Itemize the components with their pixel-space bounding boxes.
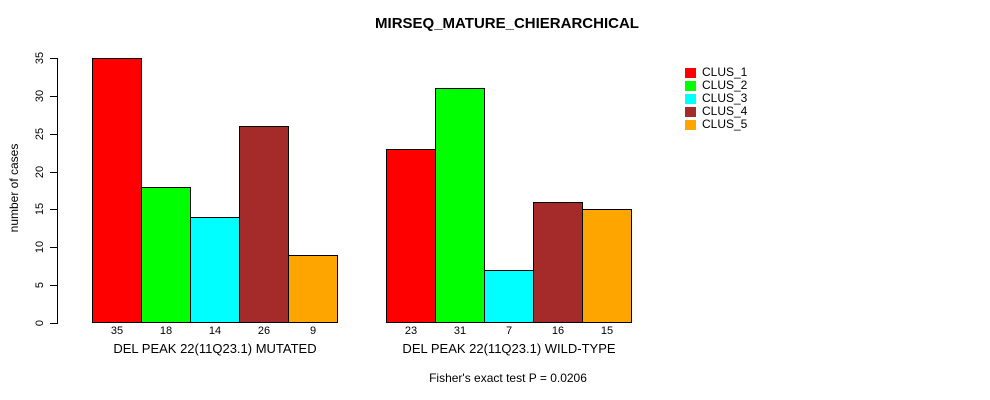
y-tick-mark — [50, 285, 58, 286]
bar-value-label: 9 — [309, 325, 317, 337]
legend: CLUS_1 CLUS_2 CLUS_3 CLUS_4 CLUS_5 — [685, 66, 747, 131]
bar-value-label: 35 — [110, 325, 124, 337]
fisher-test-annotation: Fisher's exact test P = 0.0206 — [429, 371, 587, 385]
bar-clus_2-group2 — [435, 88, 485, 323]
y-tick-label: 35 — [34, 51, 46, 65]
legend-item-clus_4: CLUS_4 — [685, 105, 747, 118]
legend-item-clus_2: CLUS_2 — [685, 79, 747, 92]
legend-color-swatch — [685, 80, 696, 91]
bar-value-label: 7 — [505, 325, 513, 337]
bar-clus_1-group1 — [92, 58, 142, 323]
y-tick-label: 15 — [34, 202, 46, 216]
legend-label: CLUS_4 — [702, 104, 748, 118]
y-tick-label: 25 — [34, 127, 46, 141]
y-tick-label: 30 — [34, 89, 46, 103]
legend-item-clus_3: CLUS_3 — [685, 92, 747, 105]
bar-clus_3-group1 — [190, 217, 240, 323]
bar-value-label: 15 — [600, 325, 614, 337]
legend-label: CLUS_2 — [702, 78, 748, 92]
y-tick-label: 10 — [34, 240, 46, 254]
bar-clus_2-group1 — [141, 187, 191, 323]
y-tick-label: 5 — [34, 281, 46, 289]
bar-clus_5-group1 — [288, 255, 338, 323]
bar-clus_5-group2 — [582, 209, 632, 323]
legend-color-swatch — [685, 67, 696, 78]
y-axis-label: number of cases — [7, 143, 21, 233]
bar-value-label: 31 — [453, 325, 467, 337]
bar-value-label: 16 — [551, 325, 565, 337]
y-tick-mark — [50, 172, 58, 173]
group-label-wild-type: DEL PEAK 22(11Q23.1) WILD-TYPE — [402, 341, 616, 356]
bar-value-label: 18 — [159, 325, 173, 337]
legend-item-clus_1: CLUS_1 — [685, 66, 747, 79]
bar-clus_3-group2 — [484, 270, 534, 323]
legend-label: CLUS_3 — [702, 91, 748, 105]
y-tick-mark — [50, 96, 58, 97]
bar-value-label: 23 — [404, 325, 418, 337]
y-tick-mark — [50, 209, 58, 210]
y-tick-mark — [50, 247, 58, 248]
bar-value-label: 26 — [257, 325, 271, 337]
bar-clus_1-group2 — [386, 149, 436, 323]
y-tick-label: 0 — [34, 319, 46, 327]
legend-color-swatch — [685, 106, 696, 117]
y-tick-label: 20 — [34, 165, 46, 179]
y-axis-line — [57, 58, 58, 323]
legend-label: CLUS_1 — [702, 65, 748, 79]
legend-color-swatch — [685, 119, 696, 130]
bar-clus_4-group1 — [239, 126, 289, 323]
group-label-mutated: DEL PEAK 22(11Q23.1) MUTATED — [113, 341, 317, 356]
bar-value-label: 14 — [208, 325, 222, 337]
y-tick-mark — [50, 58, 58, 59]
y-tick-mark — [50, 323, 58, 324]
y-tick-mark — [50, 134, 58, 135]
legend-item-clus_5: CLUS_5 — [685, 118, 747, 131]
bar-clus_4-group2 — [533, 202, 583, 323]
chart-title: MIRSEQ_MATURE_CHIERARCHICAL — [375, 15, 639, 32]
legend-color-swatch — [685, 93, 696, 104]
legend-label: CLUS_5 — [702, 117, 748, 131]
